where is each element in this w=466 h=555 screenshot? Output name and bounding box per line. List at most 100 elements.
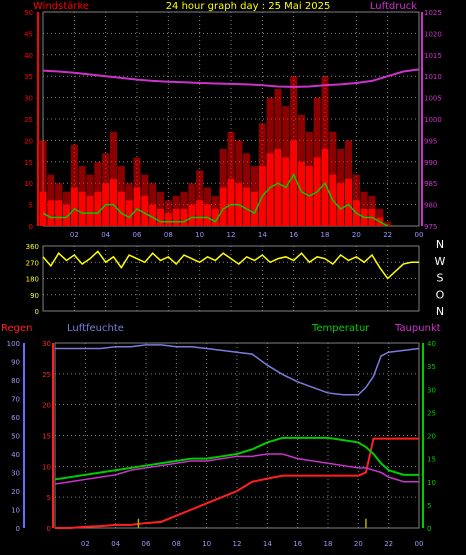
wind-bar xyxy=(250,191,259,226)
temperature-tick-label: 10 xyxy=(427,479,436,487)
bottom-series xyxy=(54,344,420,529)
wind-pressure-panel: Windstärke 24 hour graph day : 25 Mai 20… xyxy=(24,1,442,239)
humidity-tick-label: 20 xyxy=(11,488,20,496)
wind-bar xyxy=(156,208,165,226)
direction-letter: N xyxy=(436,305,444,318)
wind-bar xyxy=(47,200,55,226)
direction-line xyxy=(42,250,419,280)
bottom-x-tick-label: 08 xyxy=(172,540,181,548)
direction-tick-label: 180 xyxy=(26,276,39,284)
rain-tick-label: 0 xyxy=(47,525,51,533)
wind-tick-label: 30 xyxy=(24,95,33,103)
temperature-tick-label: 40 xyxy=(427,340,436,348)
wind-bar xyxy=(39,191,47,226)
pressure-tick-label: 1020 xyxy=(424,30,442,38)
wind-bar xyxy=(203,204,212,226)
humidity-tick-label: 0 xyxy=(16,525,20,533)
wind-x-tick-label: 02 xyxy=(70,231,79,239)
humidity-tick-label: 50 xyxy=(11,433,20,441)
wind-tick-label: 45 xyxy=(24,30,33,38)
pressure-tick-label: 990 xyxy=(424,159,437,167)
pressure-title: Luftdruck xyxy=(370,1,417,12)
pressure-line xyxy=(42,68,420,88)
wind-x-tick-label: 20 xyxy=(352,231,361,239)
temperature-tick-label: 15 xyxy=(427,456,436,464)
rain-series xyxy=(55,437,419,529)
wind-bar xyxy=(266,153,274,226)
gust-bar xyxy=(70,144,78,226)
gust-bar xyxy=(196,170,204,226)
wind-x-tick-label: 10 xyxy=(195,231,204,239)
wind-title: Windstärke xyxy=(33,1,89,12)
bottom-x-tick-label: 02 xyxy=(81,540,90,548)
wind-bar xyxy=(164,213,172,226)
direction-tick-label: 90 xyxy=(30,292,39,300)
gust-bar xyxy=(39,140,47,226)
wind-bar xyxy=(180,208,188,226)
wind-tick-label: 5 xyxy=(29,202,33,210)
wind-tick-label: 20 xyxy=(24,137,33,145)
wind-bar xyxy=(297,161,306,226)
rain-tick-label: 30 xyxy=(42,340,51,348)
wind-bar xyxy=(86,196,94,226)
dewpoint-series xyxy=(54,453,419,485)
direction-tick-label: 270 xyxy=(26,259,39,267)
wind-bar xyxy=(149,204,157,226)
bottom-axes: 0 5 10 15 20 25 30 0 10 20 30 40 50 60 70 80 90 100 0 5 10 15… xyxy=(7,340,436,533)
wind-x-tick-label: 18 xyxy=(321,231,330,239)
wind-bar xyxy=(282,157,290,226)
bottom-x-tick-label: 16 xyxy=(293,540,302,548)
wind-bar xyxy=(211,208,219,226)
direction-series xyxy=(42,250,419,280)
wind-x-tick-label: 12 xyxy=(227,231,236,239)
wind-bar xyxy=(125,200,133,226)
wind-x-tick-label: 22 xyxy=(383,231,392,239)
wind-bar xyxy=(109,178,118,226)
bottom-grid xyxy=(54,342,420,529)
gust-bar xyxy=(384,221,392,226)
wind-x-tick-label: 04 xyxy=(101,231,110,239)
rain-tick-label: 5 xyxy=(47,494,51,502)
average-wind-line xyxy=(42,173,389,227)
bottom-x-tick-label: 00 xyxy=(415,540,424,548)
pressure-tick-label: 995 xyxy=(424,137,437,145)
wind-tick-label: 50 xyxy=(24,9,33,17)
temperature-tick-label: 25 xyxy=(427,409,436,417)
temperature-tick-label: 5 xyxy=(427,502,431,510)
pressure-tick-label: 1015 xyxy=(424,52,442,60)
graph-title: 24 hour graph day : 25 Mai 2025 xyxy=(166,1,331,12)
humidity-title: Luftfeuchte xyxy=(67,323,124,334)
wind-tick-label: 10 xyxy=(24,180,33,188)
bottom-x-tick-label: 14 xyxy=(263,540,272,548)
wind-bar xyxy=(321,148,329,226)
wind-x-tick-label: 00 xyxy=(415,231,424,239)
pressure-tick-label: 1025 xyxy=(424,9,442,17)
wind-tick-label: 40 xyxy=(24,52,33,60)
direction-tick-label: 360 xyxy=(26,243,39,251)
humidity-tick-label: 100 xyxy=(7,340,20,348)
bottom-x-tick-label: 18 xyxy=(324,540,333,548)
temperature-tick-label: 0 xyxy=(427,525,431,533)
rain-tick-label: 10 xyxy=(42,463,51,471)
humidity-tick-label: 30 xyxy=(11,470,20,478)
wind-x-tick-label: 08 xyxy=(164,231,173,239)
temperature-series xyxy=(54,436,419,481)
wind-tick-label: 25 xyxy=(24,116,33,124)
wind-bar xyxy=(227,178,235,226)
bottom-x-tick-label: 20 xyxy=(354,540,363,548)
direction-letter: S xyxy=(437,272,444,285)
rain-tick-label: 25 xyxy=(42,371,51,379)
temperature-tick-label: 20 xyxy=(427,433,436,441)
wind-x-tick-label: 14 xyxy=(258,231,267,239)
bottom-x-tick-label: 22 xyxy=(384,540,393,548)
rain-tick-label: 15 xyxy=(42,433,51,441)
rain-humidity-temp-panel: Regen Luftfeuchte Temperatur Taupunkt 0 5… xyxy=(1,323,441,548)
wind-bar xyxy=(117,191,125,226)
wind-bar xyxy=(337,183,345,226)
direction-letter: O xyxy=(436,288,445,301)
humidity-tick-label: 80 xyxy=(11,377,20,385)
temperature-tick-label: 35 xyxy=(427,363,436,371)
wind-axis-ticks: 0 5 10 15 20 25 30 35 40 45 50 xyxy=(24,9,39,231)
